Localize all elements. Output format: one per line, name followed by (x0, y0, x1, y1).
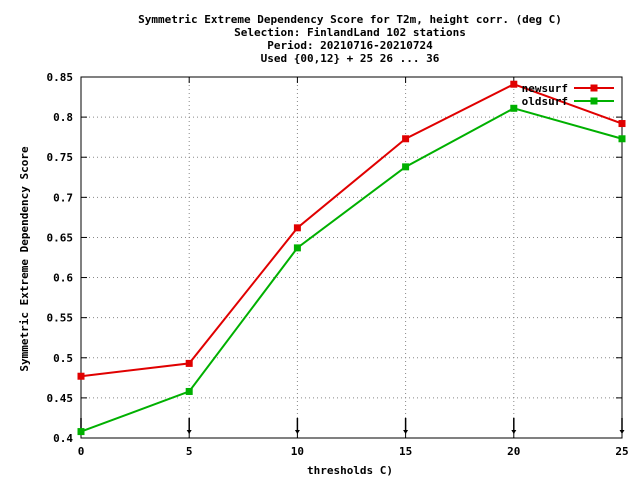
title-line-4: Used {00,12} + 25 26 ... 36 (261, 52, 440, 65)
data-point-newsurf (510, 80, 518, 88)
legend-label-oldsurf: oldsurf (522, 95, 568, 108)
legend-label-newsurf: newsurf (522, 82, 568, 95)
chart-title: Symmetric Extreme Dependency Score for T… (138, 13, 562, 65)
data-point-oldsurf (402, 163, 410, 171)
x-tick-arrow (186, 430, 192, 434)
y-tick-label: 0.55 (47, 312, 74, 325)
x-tick-label: 10 (291, 445, 304, 458)
y-tick-label: 0.7 (53, 191, 73, 204)
x-tick-label: 25 (615, 445, 628, 458)
x-tick-arrow (294, 430, 300, 434)
x-tick-arrow (619, 430, 625, 434)
y-tick-label: 0.5 (53, 352, 73, 365)
legend-marker-newsurf (590, 84, 598, 92)
x-axis-label: thresholds C) (307, 464, 393, 477)
data-point-oldsurf (185, 387, 193, 395)
data-point-newsurf (402, 135, 410, 143)
data-point-newsurf (293, 224, 301, 232)
title-line-3: Period: 20210716-20210724 (267, 39, 433, 52)
data-point-newsurf (618, 120, 626, 128)
plot-frame (80, 76, 623, 439)
x-tick-label: 0 (78, 445, 85, 458)
data-point-oldsurf (510, 104, 518, 112)
data-point-oldsurf (77, 428, 85, 436)
x-tick-arrow (511, 430, 517, 434)
series (77, 80, 626, 436)
y-axis-label: Symmetric Extreme Dependency Score (18, 146, 31, 372)
title-line-1: Symmetric Extreme Dependency Score for T… (138, 13, 562, 26)
x-tick-arrow (403, 430, 409, 434)
y-tick-label: 0.45 (47, 392, 74, 405)
y-tick-label: 0.85 (47, 71, 74, 84)
title-line-2: Selection: FinlandLand 102 stations (234, 26, 466, 39)
data-point-newsurf (77, 372, 85, 380)
x-tick-label: 20 (507, 445, 520, 458)
axes: 0.4 0.45 0.5 0.55 0.6 0.65 0.7 0.75 0.8 0.85 0 5 10 1… (47, 71, 629, 458)
y-tick-label: 0.6 (53, 272, 73, 285)
y-tick-label: 0.4 (53, 432, 73, 445)
y-tick-label: 0.8 (53, 111, 73, 124)
y-tick-label: 0.65 (47, 231, 74, 244)
x-tick-label: 15 (399, 445, 412, 458)
grid (81, 77, 622, 438)
legend-marker-oldsurf (590, 97, 598, 105)
y-tick-label: 0.75 (47, 151, 74, 164)
x-tick-label: 5 (186, 445, 193, 458)
data-point-newsurf (185, 359, 193, 367)
data-point-oldsurf (618, 135, 626, 143)
series-line-newsurf (80, 83, 623, 378)
data-point-oldsurf (293, 244, 301, 252)
series-line-oldsurf (80, 107, 623, 433)
